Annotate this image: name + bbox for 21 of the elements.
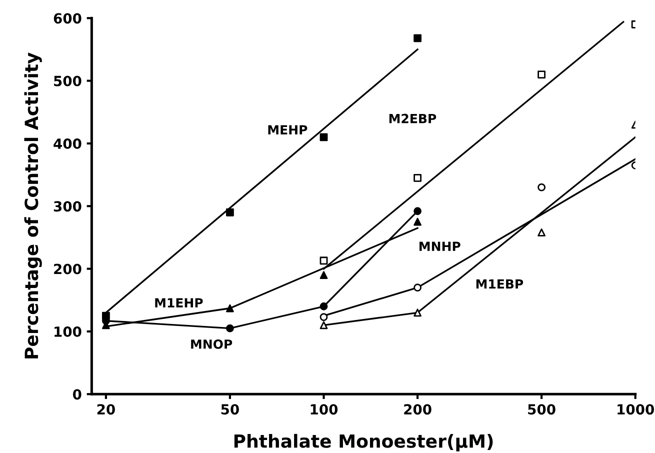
x-tick-label: 20 [97,404,115,415]
x-tick-label: 200 [404,404,432,415]
annotation: M1EBP [476,279,524,289]
x-axis-title: Phthalate Monoester(μM) [234,434,493,452]
y-axis-title: Percentage of Control Activity [24,52,42,358]
annotation: M2EBP [389,114,436,124]
y-tick-label: 300 [54,201,82,212]
y-tick-label: 600 [54,13,82,24]
y-tick-label: 400 [54,138,82,149]
x-tick-label: 100 [310,404,338,415]
annotation: MNHP [420,242,460,251]
y-tick-label: 100 [54,326,82,337]
y-tick-label: 200 [54,264,82,274]
annotation: MNOP [191,339,232,349]
y-tick-label: 0 [72,389,82,400]
y-tick-label: 500 [54,76,82,86]
x-tick-label: 1000 [618,404,654,415]
x-tick-label: 50 [221,404,239,415]
annotation: M1EHP [155,298,203,308]
annotation: MEHP [268,125,308,134]
x-tick-label: 500 [528,404,556,415]
